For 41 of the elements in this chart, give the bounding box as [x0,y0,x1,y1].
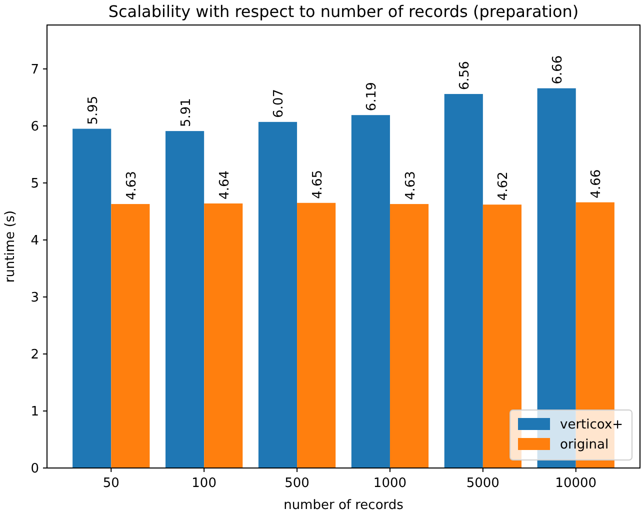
data-label: 5.91 [178,98,194,128]
data-label: 4.63 [124,171,140,200]
bar [166,131,204,468]
data-label: 6.56 [458,61,473,90]
x-tick-label: 100 [192,476,216,491]
legend-label: verticox+ [560,418,624,433]
y-tick-label: 1 [30,404,39,420]
bar [482,204,522,468]
x-tick-label: 5000 [466,476,500,491]
bar [204,203,243,468]
y-tick-label: 5 [30,176,39,192]
y-tick-label: 3 [30,290,39,306]
y-tick-label: 2 [30,348,39,363]
bar [351,115,390,468]
x-tick-label: 10000 [555,476,597,491]
bar [72,128,112,468]
chart-title: Scalability with respect to number of records (preparation) [108,2,579,21]
data-label: 5.95 [86,96,101,125]
bar [444,94,483,468]
bar [258,122,298,468]
bar [111,204,150,468]
data-label: 6.07 [272,88,287,118]
data-label: 4.62 [496,172,512,201]
y-tick-label: 6 [30,119,39,134]
x-tick-label: 50 [102,476,120,491]
bar [297,202,336,468]
bar [390,204,429,468]
legend-label: original [560,438,609,453]
y-tick-label: 4 [30,233,39,248]
data-label: 6.66 [550,55,566,84]
x-tick-label: 1000 [373,476,407,491]
data-label: 6.19 [364,82,380,112]
x-axis-title: number of records [284,498,404,513]
y-tick-label: 7 [30,62,39,78]
data-label: 4.64 [217,170,232,200]
x-tick-label: 500 [284,476,310,491]
data-label: 4.63 [403,171,418,200]
y-axis-title: runtime (s) [3,210,18,283]
data-label: 4.65 [310,170,326,199]
y-tick-label: 0 [30,462,39,477]
data-label: 4.66 [589,169,604,198]
